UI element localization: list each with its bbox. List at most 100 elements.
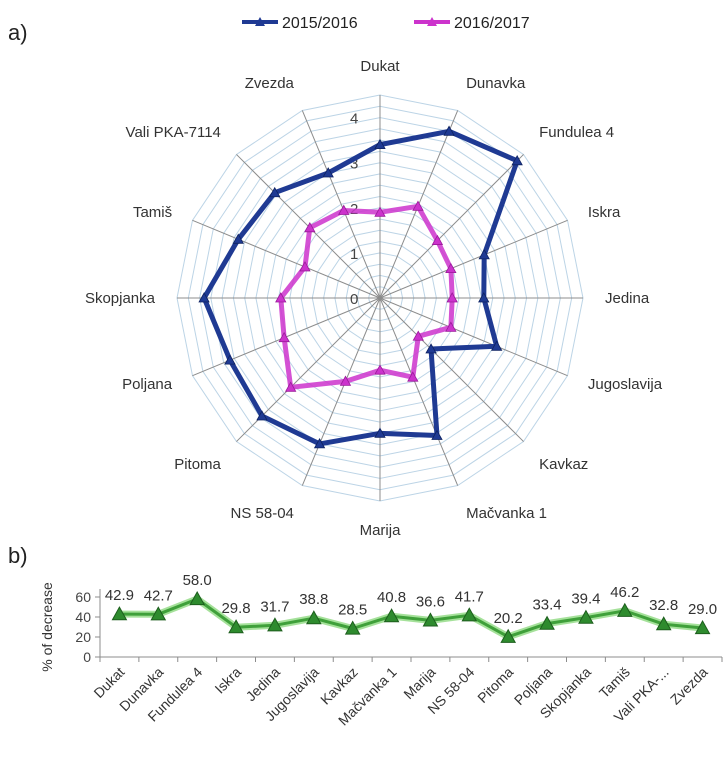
radar-category-label: Dunavka <box>466 75 526 92</box>
decrease-marker <box>500 628 517 643</box>
decrease-marker <box>578 609 594 624</box>
radar-category-label: Jedina <box>605 290 650 307</box>
radar-spoke <box>301 110 381 299</box>
radar-tick-label: 0 <box>350 291 358 308</box>
radar-marker <box>478 292 490 303</box>
data-label: 39.4 <box>571 591 600 608</box>
radar-category-label: Fundulea 4 <box>539 124 614 141</box>
radar-spoke <box>379 297 524 442</box>
data-label: 29.8 <box>221 600 250 617</box>
radar-marker <box>374 206 386 217</box>
y-tick-label: 0 <box>83 649 91 665</box>
decrease-marker <box>422 612 439 627</box>
radar-marker <box>431 234 444 245</box>
radar-category-label: Kavkaz <box>539 456 588 473</box>
data-label: 20.2 <box>494 610 523 627</box>
radar-marker <box>304 221 316 233</box>
radar-marker <box>278 331 290 343</box>
radar-marker <box>412 330 424 341</box>
decrease-marker <box>150 606 167 621</box>
radar-category-label: Dukat <box>360 58 400 75</box>
radar-tick-label: 1 <box>350 246 358 263</box>
radar-marker <box>445 262 457 274</box>
radar-marker <box>339 375 352 386</box>
data-label: 29.0 <box>688 601 717 618</box>
radar-tick-label: 3 <box>350 156 358 173</box>
radar-marker <box>198 292 210 303</box>
data-label: 38.8 <box>299 591 328 608</box>
x-category-label: Dukat <box>90 664 127 701</box>
radar-spoke <box>379 154 524 299</box>
data-label: 41.7 <box>455 588 484 605</box>
data-label: 32.8 <box>649 597 678 614</box>
y-tick-label: 20 <box>75 629 91 645</box>
radar-marker <box>275 292 287 303</box>
y-axis-title: % of decrease <box>39 582 55 672</box>
radar-spoke <box>379 297 459 486</box>
radar-marker <box>299 261 311 272</box>
x-category-label: Pitoma <box>474 664 516 706</box>
legend-marker <box>427 17 437 26</box>
radar-category-label: Pitoma <box>174 456 221 473</box>
radar-category-label: Iskra <box>588 204 621 221</box>
radar-marker <box>443 125 455 136</box>
x-category-label: Tamiš <box>596 664 633 701</box>
decrease-line-chart: 0 20 40 60 % of decrease 42.9 42.7 58.0 29.8 31.7… <box>39 572 723 728</box>
decrease-marker <box>305 610 322 625</box>
radar-marker <box>431 429 443 440</box>
radar-marker <box>446 292 458 303</box>
decrease-marker <box>655 616 672 631</box>
radar-marker <box>374 138 386 150</box>
radar-marker <box>224 354 236 365</box>
data-label: 28.5 <box>338 602 367 619</box>
radar-marker <box>425 343 437 354</box>
legend-label: 2015/2016 <box>282 15 358 32</box>
data-label: 31.7 <box>260 598 289 615</box>
radar-marker <box>412 200 424 211</box>
decrease-marker <box>228 619 244 634</box>
x-category-label: Iskra <box>211 664 244 697</box>
radar-spoke <box>192 219 381 299</box>
data-label: 40.8 <box>377 589 406 606</box>
decrease-marker <box>344 620 361 635</box>
radar-category-label: Mačvanka 1 <box>466 505 547 522</box>
panel-a-label: a) <box>8 20 28 45</box>
radar-category-label: Vali PKA-7114 <box>126 124 221 141</box>
data-label: 42.9 <box>105 587 134 604</box>
radar-category-label: NS 58-04 <box>231 505 294 522</box>
data-label: 36.6 <box>416 593 445 610</box>
decrease-marker <box>694 619 711 635</box>
decrease-marker <box>539 615 555 630</box>
radar-spoke <box>301 297 381 486</box>
radar-tick-label: 4 <box>350 111 358 128</box>
panel-b-label: b) <box>8 543 28 568</box>
y-tick-label: 60 <box>75 589 91 605</box>
radar-marker <box>374 364 386 375</box>
radar-category-label: Poljana <box>122 376 173 393</box>
decrease-marker <box>189 590 206 606</box>
radar-marker <box>322 167 334 178</box>
radar-marker <box>445 321 457 332</box>
radar-category-label: Marija <box>360 522 401 539</box>
radar-category-label: Zvezda <box>245 75 295 92</box>
radar-category-label: Tamiš <box>133 204 172 221</box>
radar-category-label: Jugoslavija <box>588 376 663 393</box>
radar-marker <box>313 438 326 449</box>
decrease-marker <box>267 617 283 632</box>
data-label: 46.2 <box>610 584 639 601</box>
radar-marker <box>269 186 281 198</box>
data-label: 42.7 <box>144 587 173 604</box>
data-label: 33.4 <box>532 597 561 614</box>
radar-spoke <box>379 219 568 299</box>
decrease-marker <box>111 606 128 621</box>
y-tick-label: 40 <box>75 609 91 625</box>
radar-marker <box>374 427 386 438</box>
decrease-marker <box>461 607 478 622</box>
x-category-label: Zvezda <box>667 664 711 708</box>
legend-label: 2016/2017 <box>454 15 530 32</box>
data-label: 58.0 <box>183 572 212 589</box>
radar-marker <box>491 340 503 351</box>
